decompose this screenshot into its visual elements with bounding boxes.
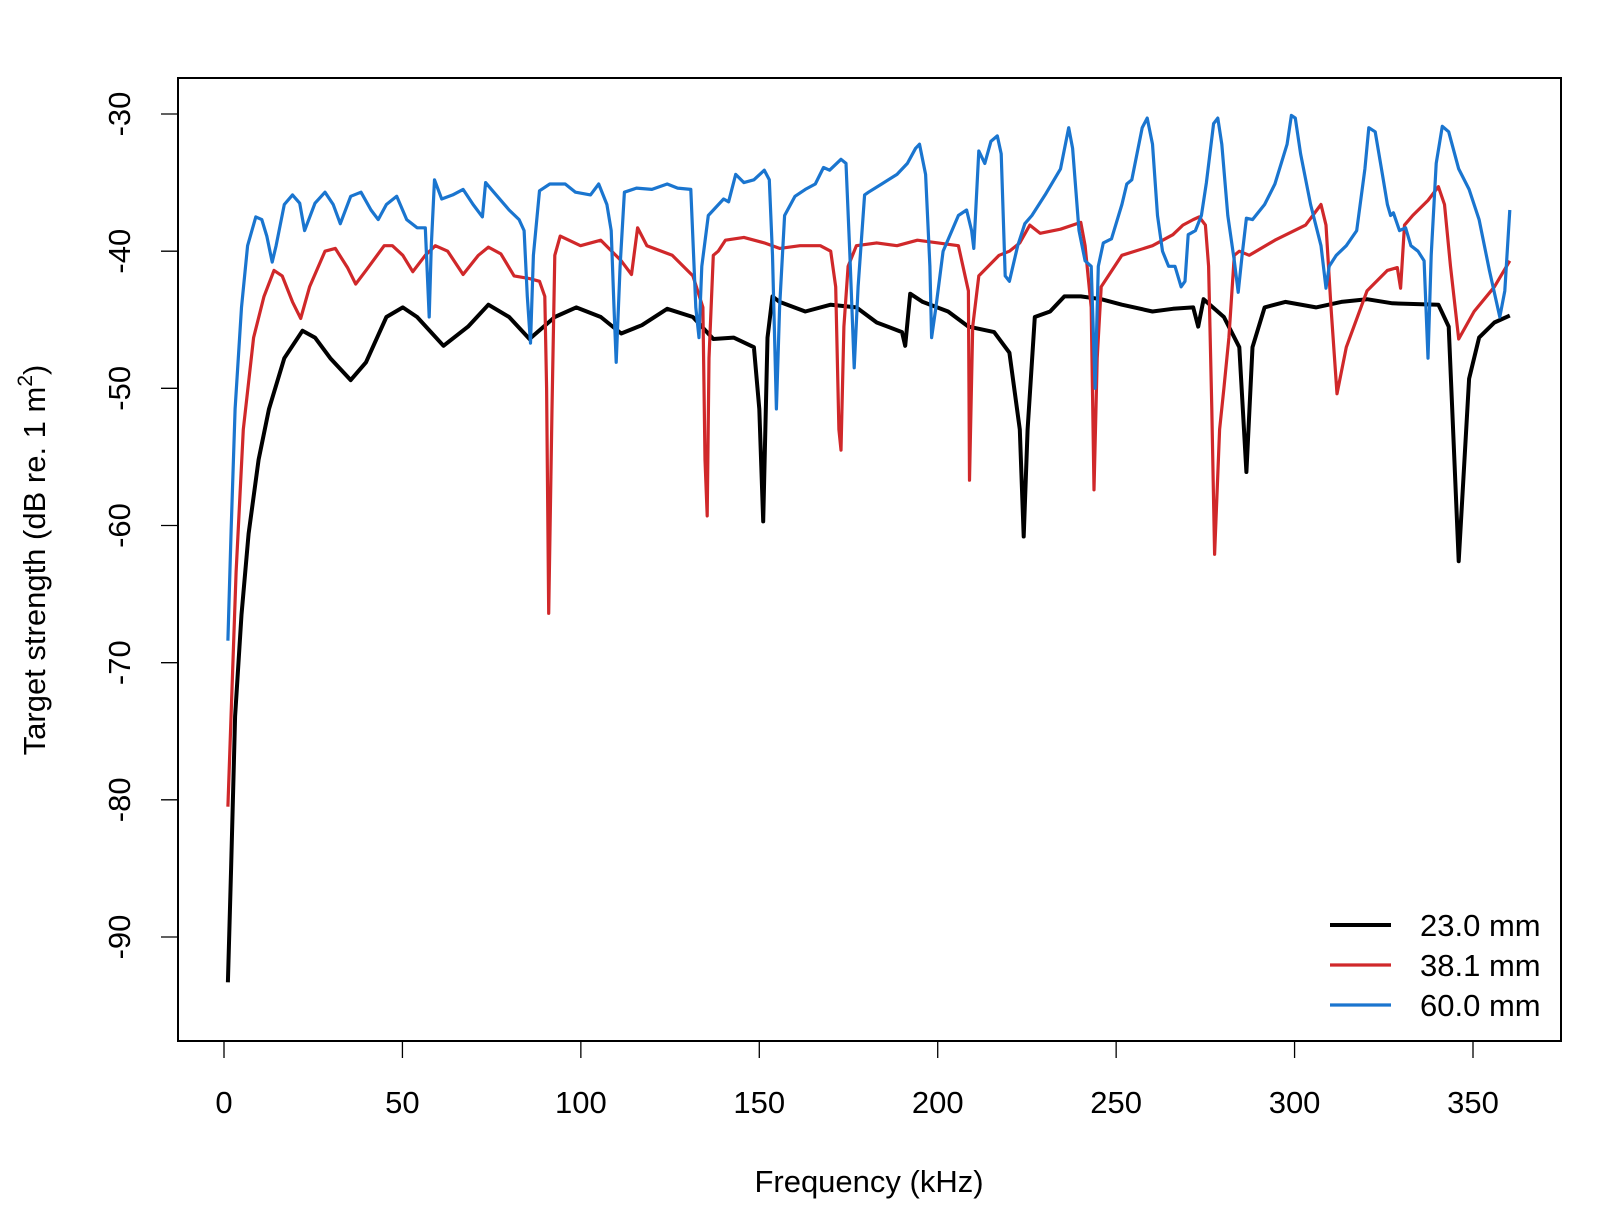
y-tick-label: -50 [102, 366, 137, 411]
x-tick-label: 100 [555, 1085, 607, 1120]
x-tick-label: 0 [215, 1085, 232, 1120]
x-axis-label: Frequency (kHz) [754, 1164, 983, 1199]
y-tick-label: -30 [102, 92, 137, 137]
legend-label: 60.0 mm [1420, 988, 1541, 1023]
series-line-23-0-mm [225, 291, 1511, 983]
x-axis: 0 50 100 150 200 250 300 350 [215, 1040, 1499, 1120]
legend-label: 38.1 mm [1420, 948, 1541, 983]
x-tick-label: 200 [912, 1085, 964, 1120]
x-tick-label: 150 [733, 1085, 785, 1120]
series-line-38-1-mm [226, 185, 1512, 807]
y-axis-label-suffix: ) [17, 365, 52, 375]
y-tick-label: -60 [102, 503, 137, 548]
x-tick-label: 300 [1269, 1085, 1321, 1120]
x-tick-label: 250 [1090, 1085, 1142, 1120]
y-tick-label: -90 [102, 915, 137, 960]
y-axis: -30 -40 -50 -60 -70 -80 -90 [102, 92, 178, 960]
series-layer [225, 113, 1512, 983]
y-axis-label-superscript: 2 [14, 375, 37, 387]
y-axis-label-main: Target strength (dB re. 1 m [17, 387, 52, 756]
x-tick-label: 350 [1447, 1085, 1499, 1120]
y-tick-label: -80 [102, 777, 137, 822]
x-tick-label: 50 [385, 1085, 419, 1120]
series-line-60-0-mm [226, 113, 1512, 641]
y-axis-label: Target strength (dB re. 1 m2) [14, 365, 52, 756]
legend-label: 23.0 mm [1420, 908, 1541, 943]
y-tick-label: -40 [102, 229, 137, 274]
legend: 23.0 mm 38.1 mm 60.0 mm [1330, 908, 1541, 1023]
plot-frame [177, 77, 1562, 1042]
y-tick-label: -70 [102, 640, 137, 685]
